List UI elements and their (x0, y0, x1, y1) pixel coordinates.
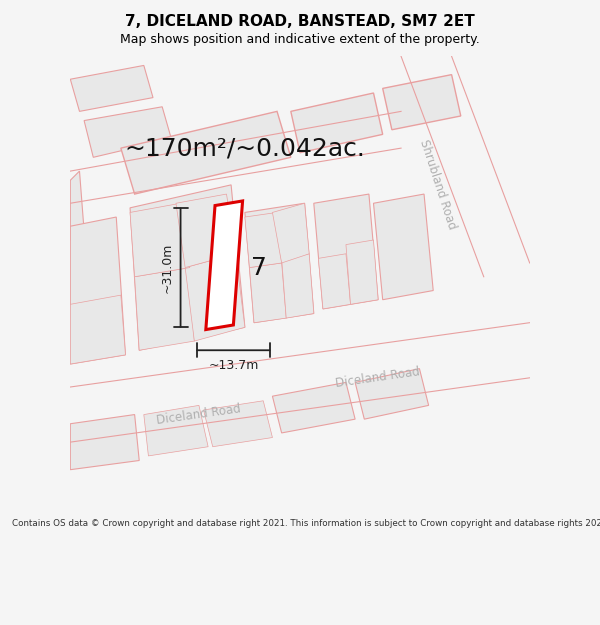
Polygon shape (272, 203, 309, 263)
Polygon shape (373, 194, 433, 300)
Polygon shape (291, 93, 383, 152)
Text: Diceland Road: Diceland Road (335, 366, 421, 390)
Polygon shape (176, 194, 236, 268)
Polygon shape (70, 66, 153, 111)
Polygon shape (272, 382, 355, 433)
Polygon shape (130, 203, 190, 277)
Text: Diceland Road: Diceland Road (156, 402, 242, 427)
Polygon shape (319, 254, 350, 309)
Polygon shape (245, 203, 314, 322)
Polygon shape (245, 213, 281, 268)
Polygon shape (70, 217, 125, 364)
Text: ~31.0m: ~31.0m (161, 242, 173, 292)
Polygon shape (134, 268, 194, 350)
Polygon shape (70, 414, 139, 470)
Text: ~13.7m: ~13.7m (208, 359, 259, 372)
Text: Contains OS data © Crown copyright and database right 2021. This information is : Contains OS data © Crown copyright and d… (12, 519, 600, 528)
Text: 7: 7 (251, 256, 266, 279)
Text: ~170m²/~0.042ac.: ~170m²/~0.042ac. (124, 136, 365, 160)
Text: Shrubland Road: Shrubland Road (417, 138, 458, 231)
Polygon shape (346, 240, 378, 304)
Polygon shape (130, 185, 245, 350)
Polygon shape (144, 406, 208, 456)
Polygon shape (355, 369, 428, 419)
Polygon shape (206, 201, 242, 329)
Polygon shape (250, 263, 286, 322)
Polygon shape (281, 254, 314, 318)
Polygon shape (383, 74, 461, 130)
Polygon shape (70, 171, 84, 240)
Text: 7, DICELAND ROAD, BANSTEAD, SM7 2ET: 7, DICELAND ROAD, BANSTEAD, SM7 2ET (125, 14, 475, 29)
Polygon shape (314, 194, 378, 309)
Text: Map shows position and indicative extent of the property.: Map shows position and indicative extent… (120, 33, 480, 46)
Polygon shape (84, 107, 172, 158)
Polygon shape (203, 401, 272, 447)
Polygon shape (70, 295, 125, 364)
Polygon shape (121, 111, 291, 194)
Polygon shape (185, 254, 245, 341)
